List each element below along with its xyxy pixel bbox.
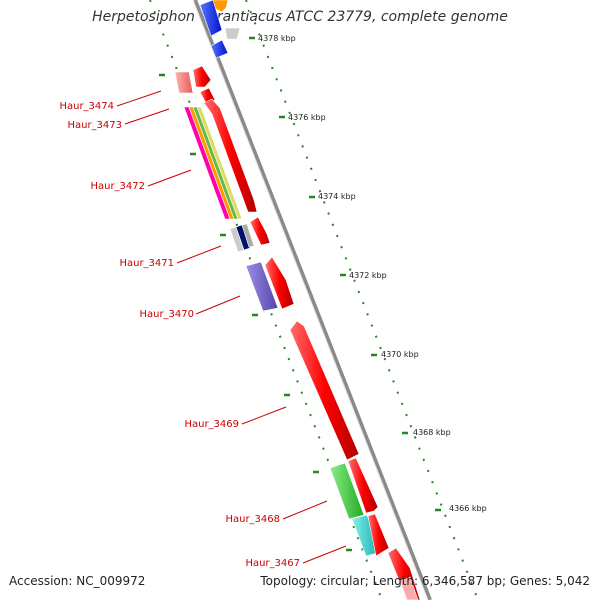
gene-feature xyxy=(210,39,229,59)
inner-track-ticks xyxy=(159,73,352,552)
gene-feature xyxy=(188,106,235,220)
gene-feature xyxy=(329,462,365,520)
gene-feature xyxy=(399,576,419,600)
leader-line xyxy=(176,245,222,264)
leader-line xyxy=(302,545,347,564)
gene-feature xyxy=(367,513,390,557)
leader-line xyxy=(124,108,170,125)
genome-backbone-highlight xyxy=(192,0,429,600)
gene-feature xyxy=(249,216,271,246)
gene-feature xyxy=(174,71,194,94)
map-title: Herpetosiphon aurantiacus ATCC 23779, co… xyxy=(92,9,508,25)
genome-backbone xyxy=(193,0,432,600)
leader-line xyxy=(116,90,162,107)
accession-text: Accession: NC_009972 xyxy=(9,574,146,588)
gene-feature xyxy=(241,223,255,248)
gene-feature xyxy=(264,256,295,310)
gene-feature xyxy=(245,261,279,312)
genome-summary-text: Topology: circular; Length: 6,346,587 bp… xyxy=(260,574,590,588)
ruler-label: 4376 kbp xyxy=(288,113,326,122)
gene-feature xyxy=(199,0,223,37)
gene-feature xyxy=(196,106,243,220)
leader-line xyxy=(195,295,241,315)
gene-label[interactable]: Haur_3467 xyxy=(245,558,300,569)
gene-features xyxy=(174,0,421,600)
ruler-label: 4366 kbp xyxy=(449,504,487,513)
gene-label[interactable]: Haur_3473 xyxy=(67,120,122,131)
gene-label[interactable]: Haur_3472 xyxy=(90,181,145,192)
ruler-label: 4372 kbp xyxy=(349,271,387,280)
gene-label[interactable]: Haur_3469 xyxy=(184,419,239,430)
gene-label[interactable]: Haur_3474 xyxy=(59,101,114,112)
leader-line xyxy=(241,406,287,425)
gene-label[interactable]: Haur_3468 xyxy=(225,514,280,525)
gene-feature xyxy=(289,320,360,461)
gene-feature xyxy=(203,98,258,213)
gene-feature xyxy=(235,224,251,251)
ruler-label: 4374 kbp xyxy=(318,192,356,201)
ruler-label: 4370 kbp xyxy=(381,350,419,359)
gene-feature xyxy=(224,27,241,40)
label-leaders xyxy=(116,90,347,564)
leader-line xyxy=(147,169,192,187)
ruler-label: 4368 kbp xyxy=(413,428,451,437)
ruler-label: 4378 kbp xyxy=(258,34,296,43)
ruler-ticks xyxy=(249,36,441,512)
leader-line xyxy=(282,500,328,520)
gene-feature xyxy=(347,457,379,514)
gene-label[interactable]: Haur_3471 xyxy=(119,258,174,269)
gene-label[interactable]: Haur_3470 xyxy=(139,309,194,320)
gene-feature xyxy=(192,65,212,88)
